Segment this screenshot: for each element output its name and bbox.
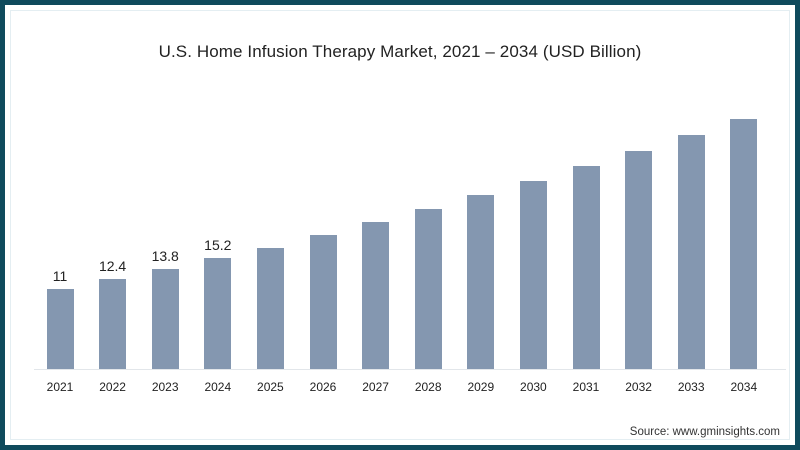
bar-2026: [309, 235, 337, 369]
bar-2021: [46, 289, 74, 369]
bar-2027: [362, 222, 390, 369]
x-tick-2027: 2027: [362, 380, 389, 394]
bar-2029: [467, 195, 495, 369]
x-tick-2021: 2021: [46, 380, 74, 394]
bar-2024: [204, 258, 232, 369]
x-axis-line: [34, 369, 786, 370]
source-note: Source: www.gminsights.com: [629, 426, 780, 438]
bar-2022: [99, 279, 127, 369]
data-label-2021: 11: [52, 268, 68, 284]
x-tick-2030: 2030: [520, 380, 547, 394]
x-tick-2022: 2022: [99, 380, 126, 394]
x-tick-2028: 2028: [414, 380, 442, 394]
bar-2031: [572, 166, 600, 369]
x-tick-2024: 2024: [204, 380, 232, 394]
bar-2025: [256, 248, 284, 369]
data-label-2023: 13.8: [151, 248, 179, 264]
bar-2034: [730, 119, 758, 369]
x-tick-2025: 2025: [257, 380, 284, 394]
x-tick-2034: 2034: [730, 380, 758, 394]
x-tick-2032: 2032: [625, 380, 652, 394]
bar-2030: [519, 181, 547, 369]
x-tick-2031: 2031: [572, 380, 600, 394]
data-label-2022: 12.4: [98, 258, 127, 274]
x-tick-2029: 2029: [467, 380, 495, 394]
x-tick-2026: 2026: [309, 380, 337, 394]
bar-2032: [625, 151, 653, 369]
data-label-2024: 15.2: [204, 237, 232, 253]
x-tick-2033: 2033: [677, 380, 705, 394]
bar-2028: [414, 209, 442, 369]
chart-title: U.S. Home Infusion Therapy Market, 2021 …: [158, 42, 642, 61]
bar-2033: [677, 135, 705, 369]
x-tick-2023: 2023: [151, 380, 179, 394]
bar-2023: [151, 269, 179, 369]
inner-border: [10, 10, 790, 440]
